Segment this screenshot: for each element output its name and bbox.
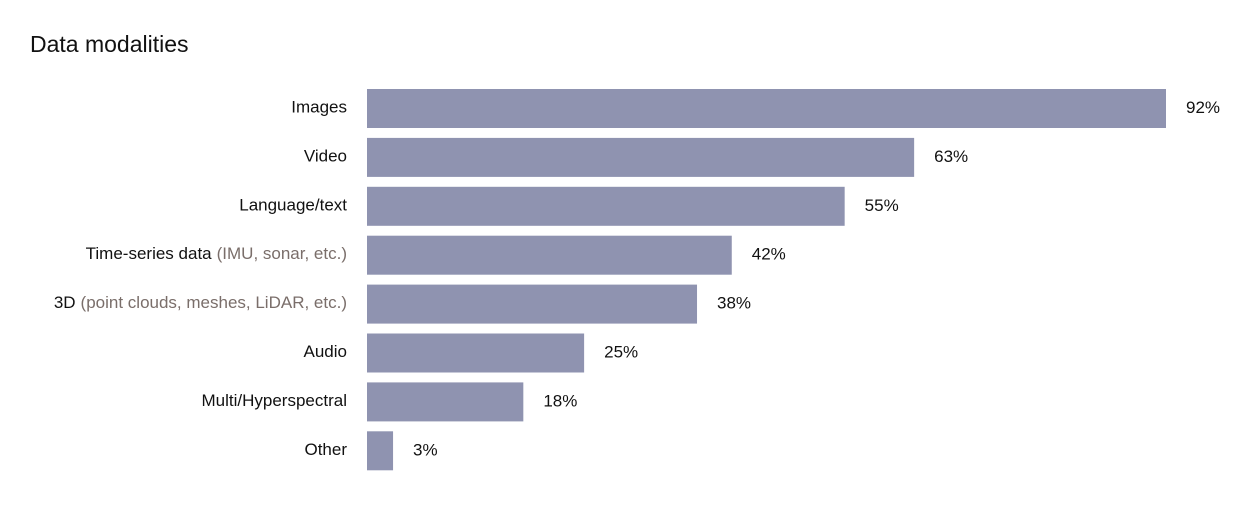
bar: [367, 89, 1166, 128]
category-label: Images: [291, 98, 347, 117]
category-note: (point clouds, meshes, LiDAR, etc.): [81, 294, 347, 313]
category-label: Multi/Hyperspectral: [202, 391, 348, 410]
category-name: Multi/Hyperspectral: [202, 391, 348, 410]
bar: [367, 333, 585, 373]
value-label: 38%: [717, 294, 751, 313]
category-name: Audio: [304, 342, 347, 361]
category-note: (IMU, sonar, etc.): [217, 245, 347, 264]
value-label: 25%: [604, 342, 638, 361]
category-name: 3D: [54, 294, 76, 313]
category-label: Other: [304, 440, 347, 459]
value-label: 18%: [543, 391, 577, 410]
value-label: 63%: [934, 147, 968, 166]
value-label: 55%: [865, 196, 899, 215]
category-label: Language/text: [239, 196, 347, 215]
value-label: 92%: [1186, 98, 1220, 117]
bar: [367, 431, 394, 471]
bar: [367, 235, 732, 275]
category-name: Video: [304, 147, 347, 166]
category-label: Video: [304, 147, 347, 166]
category-name: Time-series data: [86, 245, 213, 264]
chart-title: Data modalities: [30, 31, 189, 57]
bar: [367, 382, 524, 422]
bar: [367, 284, 698, 324]
category-label: Time-series data (IMU, sonar, etc.): [86, 245, 347, 264]
value-label: 3%: [413, 440, 438, 459]
value-label: 42%: [752, 245, 786, 264]
category-name: Images: [291, 98, 347, 117]
category-name: Language/text: [239, 196, 347, 215]
bar: [367, 137, 915, 177]
category-label: Audio: [304, 342, 347, 361]
category-name: Other: [304, 440, 347, 459]
bar: [367, 186, 845, 226]
category-label: 3D (point clouds, meshes, LiDAR, etc.): [54, 294, 347, 313]
